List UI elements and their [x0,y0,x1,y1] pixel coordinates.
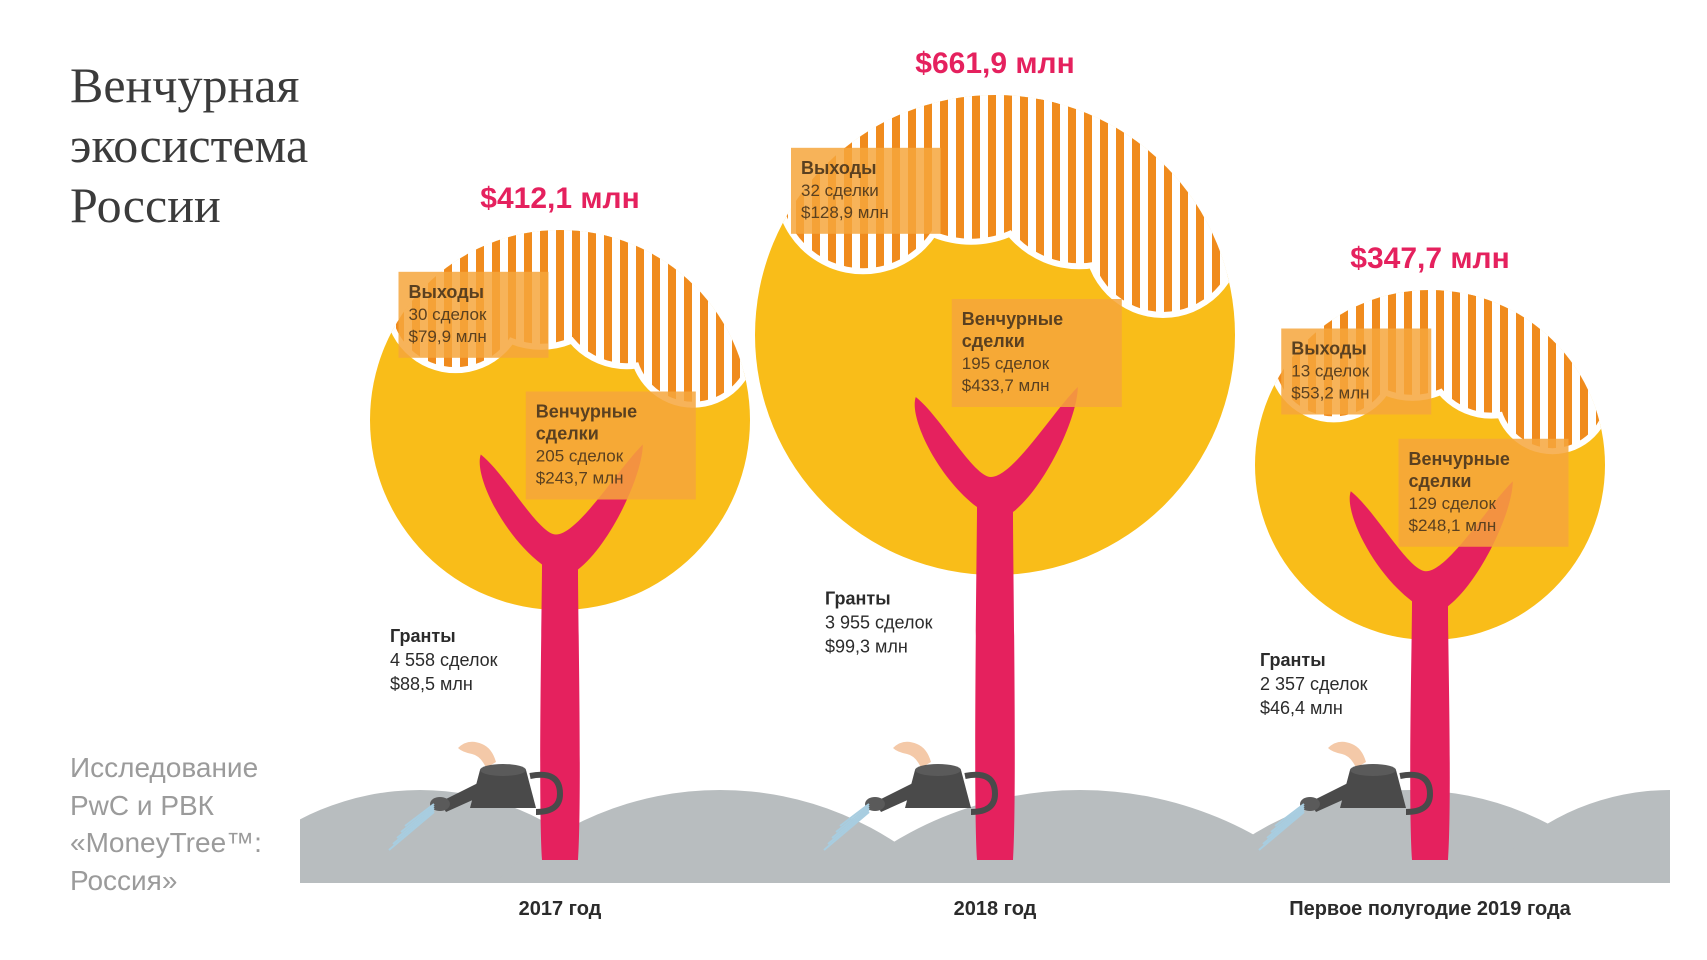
grants-title: Гранты [390,626,456,646]
svg-text:129 сделок: 129 сделок [1409,494,1497,513]
svg-text:2 357 сделок: 2 357 сделок [1260,674,1368,694]
svg-text:$128,9 млн: $128,9 млн [801,203,889,222]
svg-text:$88,5 млн: $88,5 млн [390,674,473,694]
svg-text:4 558 сделок: 4 558 сделок [390,650,498,670]
tree-1: $661,9 млн Выходы 32 сделки $128,9 млн Венчу… [755,41,1242,920]
svg-text:$243,7 млн: $243,7 млн [536,469,624,488]
total-label: $347,7 млн [1350,242,1509,275]
year-label: Первое полугодие 2019 года [1289,898,1571,920]
page-title: Венчурная экосистема России [70,55,308,235]
svg-text:Выходы: Выходы [409,282,485,302]
svg-text:Венчурные: Венчурные [962,309,1063,329]
grants-title: Гранты [1260,650,1326,670]
svg-text:сделки: сделки [1409,471,1472,491]
svg-text:Выходы: Выходы [801,158,877,178]
svg-text:$248,1 млн: $248,1 млн [1409,516,1497,535]
total-label: $412,1 млн [480,182,639,215]
svg-text:3 955 сделок: 3 955 сделок [825,613,933,633]
svg-text:$79,9 млн: $79,9 млн [409,327,487,346]
year-label: 2017 год [519,898,602,920]
svg-text:195 сделок: 195 сделок [962,354,1050,373]
year-label: 2018 год [954,898,1037,920]
total-label: $661,9 млн [915,47,1074,80]
svg-text:сделки: сделки [536,424,599,444]
svg-text:Выходы: Выходы [1291,339,1367,359]
svg-text:$99,3 млн: $99,3 млн [825,637,908,657]
grants-title: Гранты [825,589,891,609]
svg-text:Венчурные: Венчурные [1409,449,1510,469]
svg-text:13 сделок: 13 сделок [1291,362,1370,381]
svg-text:$53,2 млн: $53,2 млн [1291,384,1369,403]
source-caption: Исследование PwC и РВК «MoneyTree™: Росс… [70,749,262,900]
svg-text:$46,4 млн: $46,4 млн [1260,698,1343,718]
svg-text:205 сделок: 205 сделок [536,447,624,466]
svg-text:Венчурные: Венчурные [536,402,637,422]
svg-text:30 сделок: 30 сделок [409,305,488,324]
venture-tree-chart: $412,1 млн Выходы 30 сделок $79,9 млн Венчур… [300,0,1670,960]
svg-text:32 сделки: 32 сделки [801,181,879,200]
svg-text:$433,7 млн: $433,7 млн [962,376,1050,395]
svg-text:сделки: сделки [962,331,1025,351]
